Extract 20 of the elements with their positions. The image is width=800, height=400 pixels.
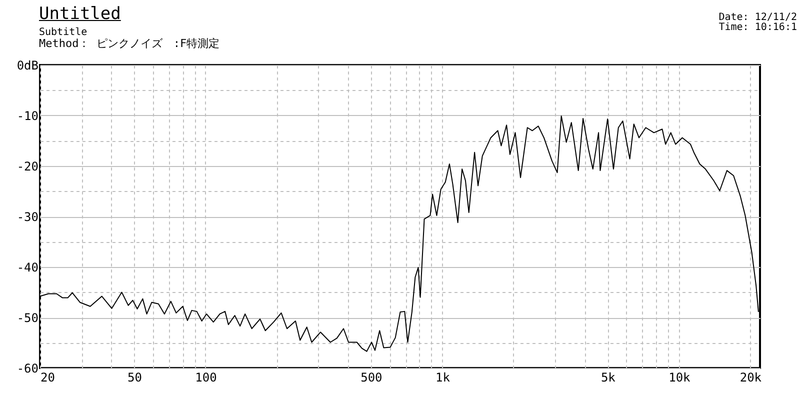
y-tick-label: 0dB <box>16 58 38 72</box>
x-tick-label: 10k <box>668 370 692 384</box>
text: Date: 12/11/2 <box>718 12 797 23</box>
chart-subtitle: Subtitle <box>39 27 88 38</box>
y-tick-label: -60 <box>16 362 38 376</box>
y-tick-label: -40 <box>16 260 38 274</box>
text: Method： ピンクノイズ :F特測定 <box>39 37 220 50</box>
x-tick-label: 20 <box>40 370 55 384</box>
x-tick-label: 5k <box>600 370 616 384</box>
x-tick-label: 50 <box>127 370 142 384</box>
chart-title: Untitled <box>39 4 121 24</box>
text: Time: 10:16:1 <box>718 22 797 33</box>
y-tick-label: -10 <box>16 109 38 123</box>
y-tick-label: -20 <box>16 160 38 174</box>
y-tick-label: -30 <box>16 210 38 224</box>
x-tick-label: 1k <box>435 370 451 384</box>
x-tick-label: 500 <box>360 370 382 384</box>
x-tick-label: 20k <box>740 370 762 384</box>
y-tick-label: -50 <box>16 311 38 325</box>
x-tick-label: 100 <box>195 370 217 384</box>
